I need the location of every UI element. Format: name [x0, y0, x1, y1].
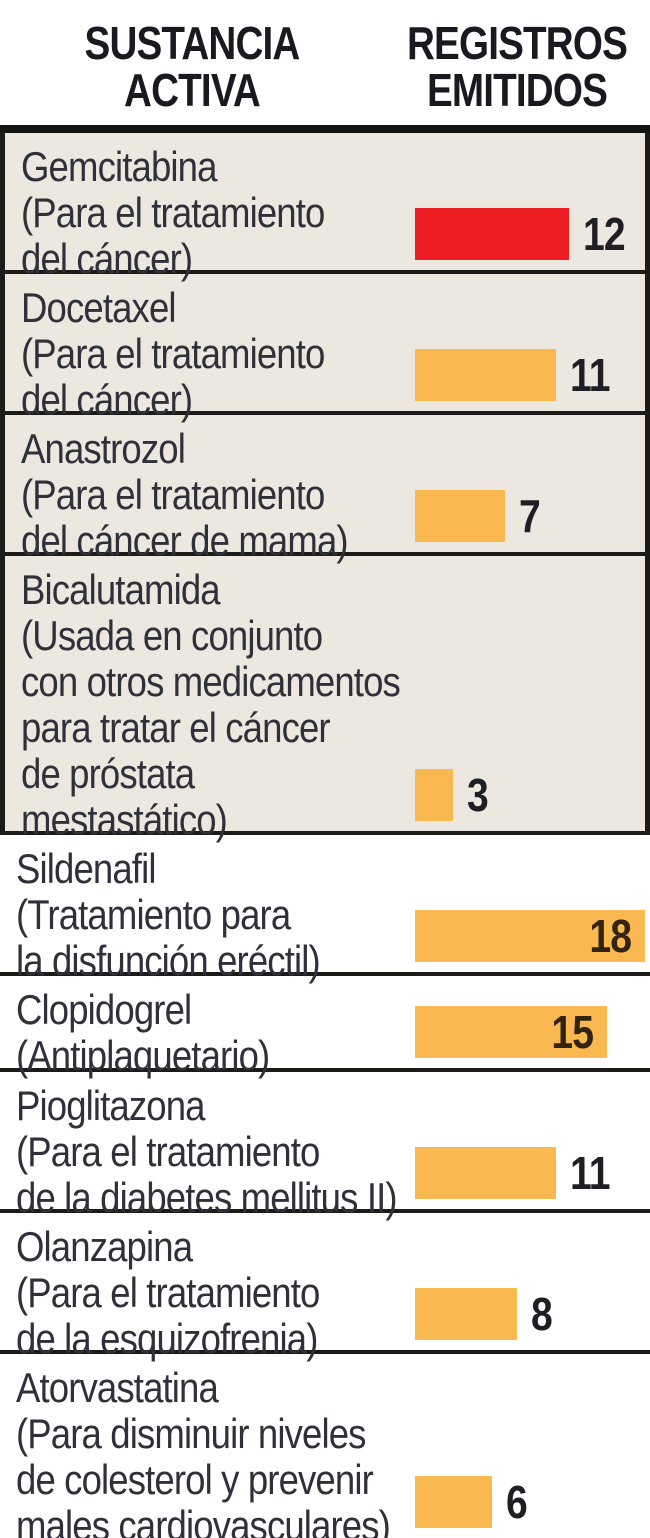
registros-value: 18 [589, 910, 632, 962]
registros-bar [415, 1147, 556, 1199]
registros-value: 15 [551, 1006, 594, 1058]
table-header: SUSTANCIA ACTIVA REGISTROS EMITIDOS [0, 0, 650, 125]
column-header-sustancia-activa: SUSTANCIA ACTIVA [84, 16, 301, 116]
substance-description: (Para el tratamiento del cáncer) [21, 330, 325, 423]
substance-name: Gemcitabina [21, 143, 217, 190]
substance-description: (Para el tratamiento de la esquizofrenia… [16, 1269, 320, 1362]
table-row: Gemcitabina (Para el tratamiento del cán… [5, 133, 645, 282]
registros-bar [415, 208, 569, 260]
registros-value: 11 [570, 349, 610, 401]
plain-rows-block: Sildenafil (Tratamiento para la disfunci… [0, 835, 650, 1538]
substance-description: (Tratamiento para la disfunción eréctil) [16, 891, 321, 984]
registros-value: 3 [467, 769, 489, 821]
substance-name: Docetaxel [21, 284, 177, 331]
registros-bar [415, 1288, 517, 1340]
table-row: Anastrozol (Para el tratamiento del cánc… [5, 415, 645, 564]
substance-description: (Para el tratamiento de la diabetes mell… [16, 1128, 398, 1221]
registros-value: 7 [519, 490, 541, 542]
substance-cell: Atorvastatina (Para disminuir niveles de… [16, 1365, 434, 1538]
substance-cell: Olanzapina (Para el tratamiento de la es… [16, 1224, 434, 1362]
registros-bar [415, 349, 556, 401]
substance-description: (Usada en conjunto con otros medicamento… [21, 612, 401, 843]
table-row: Clopidogrel (Antiplaquetario) 15 [0, 976, 650, 1079]
substance-description: (Para el tratamiento del cáncer de mama) [21, 471, 349, 564]
registros-bar [415, 910, 645, 962]
shaded-rows-block: Gemcitabina (Para el tratamiento del cán… [0, 133, 650, 843]
registros-bar [415, 490, 505, 542]
substance-description: (Antiplaquetario) [16, 1032, 270, 1079]
substance-name: Pioglitazona [16, 1082, 206, 1129]
substance-cell: Bicalutamida (Usada en conjunto con otro… [21, 567, 439, 843]
substance-description: (Para el tratamiento del cáncer) [21, 189, 325, 282]
registros-bar [415, 769, 453, 821]
table-row: Docetaxel (Para el tratamiento del cánce… [5, 274, 645, 423]
table-row: Bicalutamida (Usada en conjunto con otro… [5, 556, 645, 843]
registros-value: 6 [506, 1476, 528, 1528]
table-row: Sildenafil (Tratamiento para la disfunci… [0, 835, 650, 984]
substance-description: (Para disminuir niveles de colesterol y … [16, 1410, 391, 1538]
substance-name: Sildenafil [16, 845, 156, 892]
substance-name: Atorvastatina [16, 1364, 219, 1411]
substance-cell: Pioglitazona (Para el tratamiento de la … [16, 1083, 434, 1221]
substance-cell: Anastrozol (Para el tratamiento del cánc… [21, 426, 439, 564]
table-row: Pioglitazona (Para el tratamiento de la … [0, 1072, 650, 1221]
table-row: Atorvastatina (Para disminuir niveles de… [0, 1354, 650, 1538]
substance-cell: Docetaxel (Para el tratamiento del cánce… [21, 285, 439, 423]
substance-name: Anastrozol [21, 425, 186, 472]
registros-value: 12 [583, 208, 626, 260]
substance-cell: Gemcitabina (Para el tratamiento del cán… [21, 144, 439, 282]
substance-cell: Clopidogrel (Antiplaquetario) [16, 987, 434, 1079]
registros-bar [415, 1476, 492, 1528]
substance-name: Olanzapina [16, 1223, 193, 1270]
registros-bar [415, 1006, 607, 1058]
column-header-registros-emitidos: REGISTROS EMITIDOS [406, 16, 628, 116]
registros-value: 11 [570, 1147, 610, 1199]
substance-name: Clopidogrel [16, 986, 192, 1033]
header-rule [0, 125, 650, 133]
table-row: Olanzapina (Para el tratamiento de la es… [0, 1213, 650, 1362]
substance-cell: Sildenafil (Tratamiento para la disfunci… [16, 846, 434, 984]
substance-name: Bicalutamida [21, 566, 221, 613]
registros-value: 8 [531, 1288, 553, 1340]
